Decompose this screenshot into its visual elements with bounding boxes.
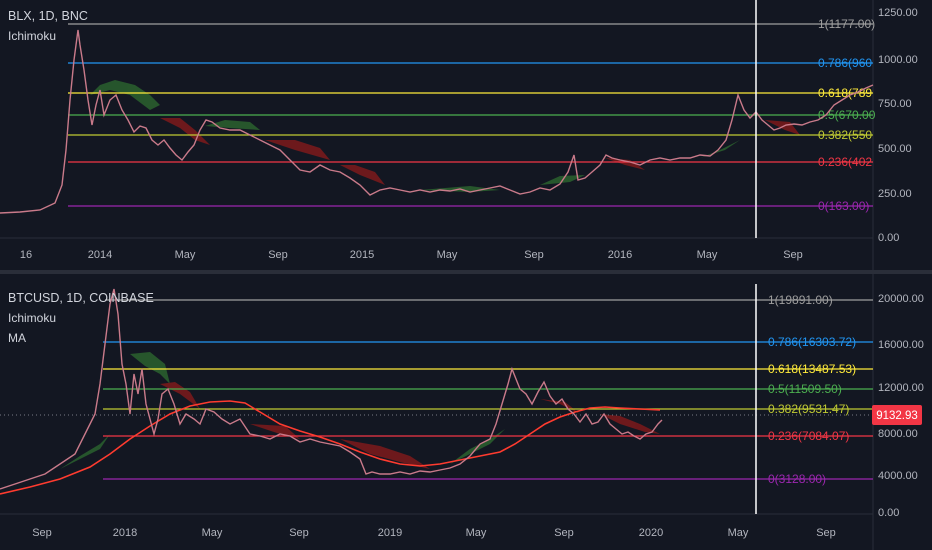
- bottom-time-tick: 2018: [113, 527, 137, 539]
- bottom-price-series: [0, 288, 663, 490]
- top-price-series: [0, 29, 874, 214]
- top-price-tick: 1250.00: [878, 7, 918, 19]
- top-time-tick: Sep: [524, 249, 544, 261]
- bottom-fib-label-6: 0(3128.00): [768, 472, 826, 486]
- top-time-tick: 16: [20, 249, 32, 261]
- top-fib-label-6: 0(163.00): [818, 199, 869, 213]
- bottom-time-tick: Sep: [289, 527, 309, 539]
- bottom-fib-label-4: 0.382(9531.47): [768, 402, 849, 416]
- top-fib-label-1: 0.786(960: [818, 56, 872, 70]
- current-price-badge: 9132.93: [872, 405, 922, 425]
- top-time-tick: May: [697, 249, 718, 261]
- top-fib-label-3: 0.5(670.00: [818, 108, 876, 122]
- top-ichimoku-cloud: [90, 80, 800, 192]
- bottom-fib-label-1: 0.786(16303.72): [768, 335, 856, 349]
- top-time-tick: 2015: [350, 249, 374, 261]
- top-fib-label-2: 0.618(789: [818, 86, 872, 100]
- bottom-symbol-title[interactable]: BTCUSD, 1D, COINBASE: [8, 291, 154, 305]
- bottom-time-tick: May: [728, 527, 749, 539]
- bottom-chart-canvas[interactable]: 1(19891.00) 0.786(16303.72) 0.618(13487.53…: [0, 274, 932, 550]
- top-time-tick: Sep: [783, 249, 803, 261]
- top-time-tick: May: [437, 249, 458, 261]
- top-fib-levels[interactable]: 1(1177.00) 0.786(960 0.618(789 0.5(670.00 0.…: [68, 17, 876, 213]
- top-chart-canvas[interactable]: 1(1177.00) 0.786(960 0.618(789 0.5(670.00 0.…: [0, 0, 932, 270]
- top-fib-label-5: 0.236(402: [818, 155, 872, 169]
- bottom-chart-pane[interactable]: 1(19891.00) 0.786(16303.72) 0.618(13487.53…: [0, 274, 932, 550]
- bottom-time-tick: Sep: [32, 527, 52, 539]
- current-price-value: 9132.93: [876, 410, 918, 422]
- bottom-time-tick: 2019: [378, 527, 402, 539]
- bottom-time-tick: May: [466, 527, 487, 539]
- top-time-tick: May: [175, 249, 196, 261]
- top-indicator-ichimoku[interactable]: Ichimoku: [8, 29, 57, 43]
- top-time-tick: Sep: [268, 249, 288, 261]
- top-time-axis[interactable]: 16 2014 May Sep 2015 May Sep 2016 May Sep: [20, 249, 803, 261]
- bottom-fib-label-2: 0.618(13487.53): [768, 362, 856, 376]
- bottom-fib-label-5: 0.236(7084.07): [768, 429, 849, 443]
- bottom-time-tick: Sep: [816, 527, 836, 539]
- top-price-axis[interactable]: 1250.00 1000.00 750.00 500.00 250.00 0.00: [878, 7, 918, 244]
- top-price-tick: 750.00: [878, 98, 912, 110]
- bottom-legend: BTCUSD, 1D, COINBASE Ichimoku MA: [8, 288, 154, 348]
- top-legend: BLX, 1D, BNC Ichimoku: [8, 6, 88, 46]
- bottom-fib-label-3: 0.5(11509.50): [768, 382, 842, 396]
- ma-line: [0, 400, 661, 495]
- top-time-tick: 2014: [88, 249, 112, 261]
- bottom-price-tick: 0.00: [878, 507, 899, 519]
- pane-divider[interactable]: [0, 270, 932, 274]
- bottom-time-tick: Sep: [554, 527, 574, 539]
- top-chart-pane[interactable]: 1(1177.00) 0.786(960 0.618(789 0.5(670.00 0.…: [0, 0, 932, 270]
- bottom-indicator-ma[interactable]: MA: [8, 331, 26, 345]
- top-price-tick: 0.00: [878, 232, 899, 244]
- top-fib-label-4: 0.382(550: [818, 128, 872, 142]
- bottom-price-tick: 20000.00: [878, 293, 924, 305]
- top-symbol-title[interactable]: BLX, 1D, BNC: [8, 9, 88, 23]
- top-price-tick: 250.00: [878, 188, 912, 200]
- bottom-time-axis[interactable]: Sep 2018 May Sep 2019 May Sep 2020 May Sep: [32, 527, 836, 539]
- bottom-indicator-ichimoku[interactable]: Ichimoku: [8, 311, 57, 325]
- top-fib-label-0: 1(1177.00): [818, 17, 875, 31]
- top-price-tick: 1000.00: [878, 54, 918, 66]
- bottom-fib-label-0: 1(19891.00): [768, 293, 833, 307]
- bottom-price-tick: 8000.00: [878, 428, 918, 440]
- bottom-price-tick: 16000.00: [878, 339, 924, 351]
- bottom-time-tick: 2020: [639, 527, 663, 539]
- top-price-tick: 500.00: [878, 143, 912, 155]
- bottom-price-tick: 4000.00: [878, 470, 918, 482]
- bottom-time-tick: May: [202, 527, 223, 539]
- bottom-price-axis[interactable]: 20000.00 16000.00 12000.00 8000.00 4000.00 0.…: [878, 293, 924, 519]
- top-time-tick: 2016: [608, 249, 632, 261]
- bottom-price-tick: 12000.00: [878, 382, 924, 394]
- bottom-fib-levels[interactable]: 1(19891.00) 0.786(16303.72) 0.618(13487.53…: [103, 293, 873, 486]
